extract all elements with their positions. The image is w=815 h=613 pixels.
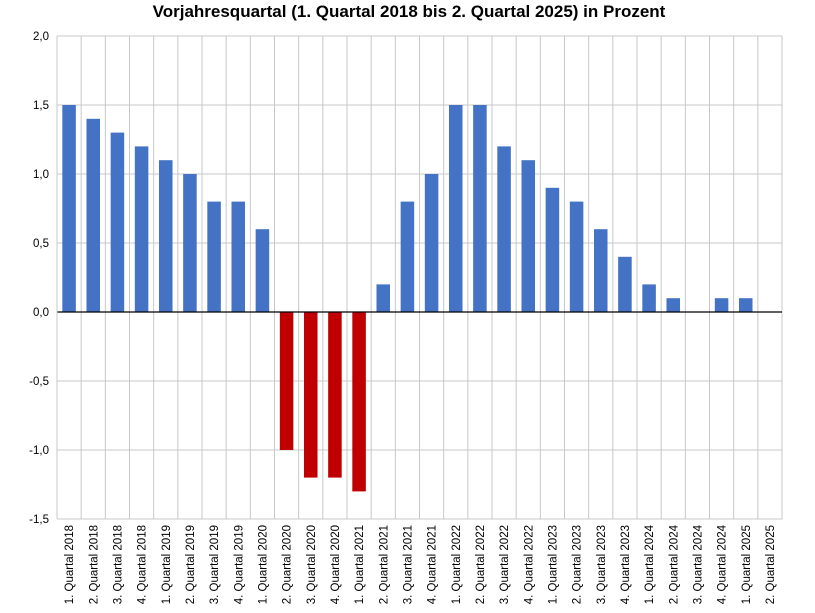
y-tick-label: 0,5 (33, 238, 49, 250)
y-tick-label: -1,5 (29, 514, 49, 526)
bar (303, 312, 318, 478)
x-tick-label: 4. Quartal 2021 (427, 525, 439, 604)
x-tick-label: 2. Quartal 2024 (668, 524, 680, 604)
x-tick-label: 1. Quartal 2019 (161, 525, 173, 604)
y-tick-label: -1,0 (29, 445, 49, 457)
bar (279, 312, 294, 450)
bar (183, 174, 197, 312)
bar (618, 256, 632, 312)
bar (376, 284, 391, 312)
bar (86, 118, 101, 312)
y-axis-tick-labels: 2,0 1,5 1,0 0,5 0,0 -0,5 -1,0 -1,5 (29, 31, 49, 526)
x-axis-tick-labels: 1. Quartal 2018 2. Quartal 2018 3. Quartal… (64, 524, 777, 604)
x-tick-label: 1. Quartal 2023 (547, 525, 559, 604)
grid-lines (56, 35, 783, 520)
x-tick-label: 1. Quartal 2024 (644, 524, 656, 604)
x-tick-label: 4. Quartal 2022 (523, 525, 535, 604)
bar (521, 160, 536, 312)
x-tick-label: 1. Quartal 2025 (741, 525, 753, 604)
bar (642, 284, 656, 312)
bar (473, 105, 487, 312)
x-tick-label: 2. Quartal 2023 (572, 525, 584, 604)
bar (738, 298, 753, 312)
bar (62, 105, 76, 312)
bar (255, 229, 270, 312)
bar (569, 201, 584, 312)
chart-title: Vorjahresquartal (1. Quartal 2018 bis 2.… (153, 2, 666, 21)
bar (328, 312, 342, 478)
bar (231, 201, 246, 312)
bars (62, 105, 753, 492)
bar (158, 160, 173, 312)
bar (545, 187, 560, 312)
x-tick-label: 1. Quartal 2020 (257, 525, 269, 604)
x-tick-label: 4. Quartal 2023 (620, 525, 632, 604)
x-tick-label: 4. Quartal 2020 (330, 525, 342, 604)
bar (666, 298, 681, 312)
y-tick-label: 1,5 (33, 100, 49, 112)
x-tick-label: 3. Quartal 2024 (692, 524, 704, 604)
bar (497, 146, 511, 312)
bar (400, 201, 415, 312)
bar (207, 201, 221, 312)
x-tick-label: 2. Quartal 2021 (378, 525, 390, 604)
y-tick-label: 1,0 (33, 169, 49, 181)
bar (593, 229, 608, 312)
x-tick-label: 2. Quartal 2025 (765, 525, 777, 604)
x-tick-label: 2. Quartal 2019 (185, 525, 197, 604)
x-tick-label: 4. Quartal 2024 (717, 524, 729, 604)
y-tick-label: 0,0 (33, 307, 49, 319)
bar (714, 298, 729, 312)
bar (110, 132, 125, 312)
bar (134, 146, 149, 312)
x-tick-label: 1. Quartal 2021 (354, 525, 366, 604)
bar (424, 174, 439, 312)
x-tick-label: 3. Quartal 2021 (402, 525, 414, 604)
axes (56, 36, 782, 519)
bar (448, 105, 463, 312)
x-tick-label: 2. Quartal 2022 (475, 525, 487, 604)
x-tick-label: 4. Quartal 2019 (233, 525, 245, 604)
y-tick-label: 2,0 (33, 31, 49, 43)
x-tick-label: 3. Quartal 2022 (499, 525, 511, 604)
x-tick-label: 3. Quartal 2020 (306, 525, 318, 604)
y-tick-label: -0,5 (29, 376, 49, 388)
x-tick-label: 1. Quartal 2018 (64, 525, 76, 604)
x-tick-label: 2. Quartal 2018 (88, 525, 100, 604)
x-tick-label: 3. Quartal 2018 (112, 525, 124, 604)
x-tick-label: 3. Quartal 2019 (209, 525, 221, 604)
x-tick-label: 1. Quartal 2022 (451, 525, 463, 604)
x-tick-label: 2. Quartal 2020 (282, 525, 294, 604)
x-tick-label: 4. Quartal 2018 (137, 525, 149, 604)
x-tick-label: 3. Quartal 2023 (596, 525, 608, 604)
bar (352, 312, 366, 492)
